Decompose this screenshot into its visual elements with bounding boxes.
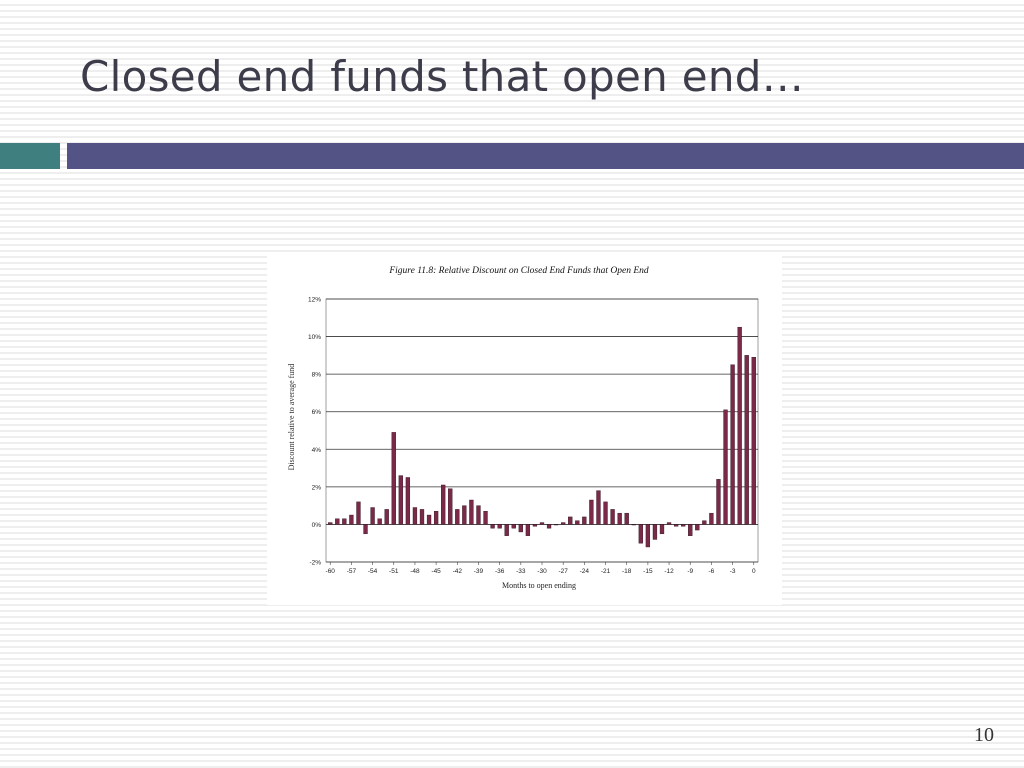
y-tick-label: 6% [312, 409, 322, 416]
x-tick-label: 0 [752, 568, 756, 575]
y-tick-label: 10% [308, 334, 321, 341]
chart-bar [730, 364, 735, 525]
page-number: 10 [974, 724, 994, 746]
chart-bar [568, 516, 573, 525]
x-tick-label: -48 [410, 568, 420, 575]
x-tick-label: -21 [601, 568, 611, 575]
chart-bar [624, 512, 629, 525]
chart-bar [370, 507, 375, 525]
chart-bar [589, 499, 594, 525]
chart-bar [469, 499, 474, 525]
chart-bar [349, 514, 354, 525]
chart-bar [744, 355, 749, 525]
x-tick-label: -24 [580, 568, 590, 575]
chart-bar [335, 518, 340, 525]
chart-bar [666, 522, 672, 525]
slide-title: Closed end funds that open end… [80, 52, 805, 101]
chart-bar [695, 524, 700, 531]
chart-bar [511, 524, 516, 529]
chart-bar [518, 524, 523, 533]
chart-x-axis-label: Months to open ending [502, 581, 576, 590]
chart-figure: Figure 11.8: Relative Discount on Closed… [267, 255, 782, 605]
chart-bar [702, 520, 707, 525]
x-tick-label: -54 [368, 568, 378, 575]
y-tick-label: 8% [312, 372, 322, 379]
x-tick-label: -51 [389, 568, 399, 575]
chart-bar [561, 522, 566, 525]
chart-bar [610, 509, 615, 525]
chart-bar [553, 524, 559, 526]
x-tick-label: -33 [516, 568, 526, 575]
chart-bar [455, 509, 460, 525]
y-tick-label: -2% [309, 560, 321, 567]
y-tick-label: 0% [312, 522, 322, 529]
x-tick-label: -27 [558, 568, 568, 575]
x-tick-label: -60 [326, 568, 336, 575]
chart-bar [398, 475, 403, 525]
chart-bar [448, 488, 453, 525]
chart-bar [603, 501, 608, 525]
x-tick-label: -6 [709, 568, 715, 575]
chart-bar [751, 357, 756, 525]
x-tick-label: -57 [347, 568, 357, 575]
chart-bar [391, 432, 396, 525]
chart-bar [426, 514, 432, 525]
chart-bar [659, 524, 665, 535]
chart-bar [582, 516, 587, 525]
relative-discount-chart: Figure 11.8: Relative Discount on Closed… [287, 266, 759, 590]
y-tick-label: 12% [308, 297, 321, 304]
chart-bar [384, 509, 389, 525]
chart-bar [645, 524, 651, 548]
x-tick-label: -18 [622, 568, 632, 575]
chart-bar [631, 524, 636, 526]
chart-bar [405, 477, 411, 525]
chart-bar [490, 524, 495, 529]
chart-bar [462, 505, 467, 525]
accent-bar-teal [0, 143, 60, 169]
chart-y-axis-label: Discount relative to average fund [287, 364, 296, 471]
chart-bar [546, 524, 552, 529]
x-tick-label: -9 [687, 568, 693, 575]
chart-bar [419, 509, 425, 525]
chart-bar [638, 524, 643, 544]
chart-bar [688, 524, 693, 536]
x-tick-label: -15 [643, 568, 653, 575]
chart-bar [412, 507, 418, 525]
x-tick-label: -30 [537, 568, 547, 575]
chart-bar [709, 512, 714, 525]
chart-bar [356, 501, 361, 525]
chart-bar [328, 522, 333, 525]
x-tick-label: -12 [664, 568, 674, 575]
chart-bar [363, 524, 368, 535]
chart-bar [497, 524, 502, 529]
x-tick-label: -3 [730, 568, 736, 575]
chart-bar [532, 524, 538, 527]
chart-title: Figure 11.8: Relative Discount on Closed… [388, 266, 649, 276]
chart-bar [723, 409, 728, 525]
chart-bar [342, 518, 347, 525]
chart-bar [737, 326, 742, 525]
chart-bar [476, 505, 481, 525]
chart-bar [681, 524, 686, 527]
chart-bar [433, 511, 439, 525]
y-tick-label: 4% [312, 447, 322, 454]
x-tick-label: -39 [474, 568, 484, 575]
x-tick-label: -45 [431, 568, 441, 575]
chart-bar [441, 484, 446, 525]
chart-bar [596, 490, 601, 525]
chart-bar [525, 524, 531, 536]
y-tick-label: 2% [312, 484, 322, 491]
chart-bar [652, 524, 658, 540]
chart-bar [716, 479, 721, 525]
chart-bar [575, 520, 580, 525]
chart-bar [483, 511, 488, 525]
chart-bar [673, 524, 679, 527]
chart-bar [504, 524, 509, 536]
chart-bar [377, 518, 382, 525]
accent-bar-purple [67, 143, 1024, 169]
chart-bar [617, 512, 622, 525]
chart-bar [539, 522, 545, 525]
x-tick-label: -36 [495, 568, 505, 575]
x-tick-label: -42 [453, 568, 463, 575]
